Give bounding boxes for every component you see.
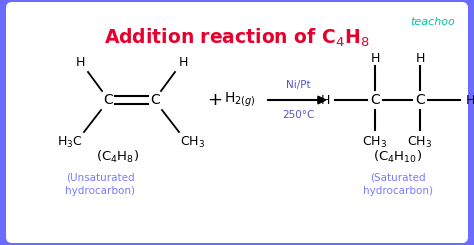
Text: teachoo: teachoo [410, 17, 455, 27]
Text: (Unsaturated: (Unsaturated [66, 172, 134, 182]
Text: H$_{2(g)}$: H$_{2(g)}$ [224, 91, 256, 109]
Text: C: C [103, 93, 113, 107]
Text: H$_3$C: H$_3$C [57, 135, 83, 149]
Text: C: C [415, 93, 425, 107]
Text: CH$_3$: CH$_3$ [181, 135, 206, 149]
Text: hydrocarbon): hydrocarbon) [363, 186, 433, 196]
Text: H: H [370, 51, 380, 64]
Text: hydrocarbon): hydrocarbon) [65, 186, 135, 196]
Text: C: C [150, 93, 160, 107]
Text: H: H [320, 94, 330, 107]
Text: 250°C: 250°C [282, 110, 314, 120]
Text: (Saturated: (Saturated [370, 172, 426, 182]
Text: H: H [178, 56, 188, 69]
Text: H: H [465, 94, 474, 107]
Text: Addition reaction of C$_4$H$_8$: Addition reaction of C$_4$H$_8$ [104, 27, 370, 49]
FancyBboxPatch shape [6, 2, 468, 243]
Text: (C$_4$H$_8$): (C$_4$H$_8$) [96, 149, 139, 165]
Text: C: C [370, 93, 380, 107]
Text: CH$_3$: CH$_3$ [408, 135, 433, 149]
Text: (C$_4$H$_{10}$): (C$_4$H$_{10}$) [374, 149, 422, 165]
Text: H: H [75, 56, 85, 69]
Text: Ni/Pt: Ni/Pt [286, 80, 310, 90]
Text: +: + [208, 91, 222, 109]
Text: CH$_3$: CH$_3$ [363, 135, 388, 149]
Text: H: H [415, 51, 425, 64]
